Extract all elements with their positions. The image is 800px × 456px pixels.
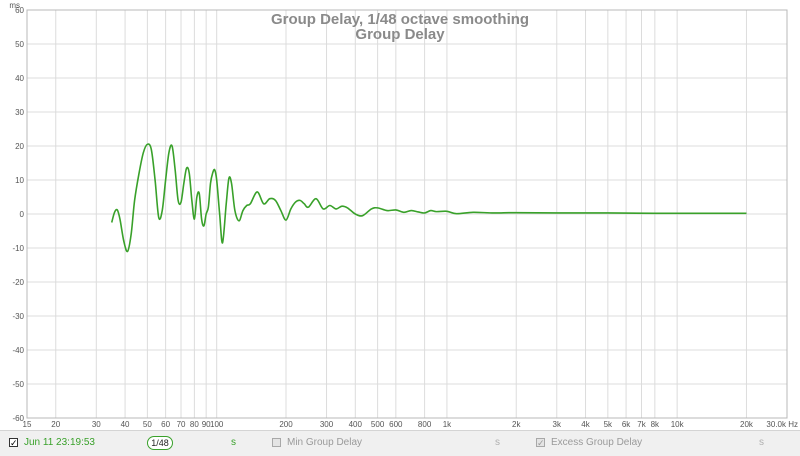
plot-background: [0, 0, 800, 430]
x-tick-label: 5k: [604, 420, 613, 429]
x-tick-label: 500: [371, 420, 385, 429]
x-tick-label: 8k: [651, 420, 660, 429]
x-tick-label: 4k: [581, 420, 590, 429]
excess-group-delay-checkbox[interactable]: ✓: [536, 438, 545, 448]
x-tick-label: 1k: [443, 420, 452, 429]
x-tick-label: 10k: [671, 420, 685, 429]
x-tick-label: 40: [121, 420, 130, 429]
y-axis-unit-label: ms: [9, 1, 20, 10]
x-tick-label: 400: [349, 420, 363, 429]
min-group-delay-unit: s: [495, 437, 500, 448]
min-group-delay-label[interactable]: Min Group Delay: [287, 437, 363, 448]
y-tick-label: 60: [15, 6, 24, 15]
x-tick-label: 100: [210, 420, 224, 429]
legend-bar: ✓ Jun 11 23:19:53 1/48 s Min Group Delay…: [0, 430, 800, 456]
y-tick-label: 20: [15, 142, 24, 151]
plot-frame: [26, 9, 788, 419]
x-tick-label: 60: [161, 420, 170, 429]
smoothing-numerator: 1: [151, 438, 157, 448]
measurement-checkbox[interactable]: ✓: [9, 438, 18, 448]
y-tick-label: 30: [15, 108, 24, 117]
x-tick-label: 20k: [740, 420, 754, 429]
x-tick-label: 15: [23, 420, 32, 429]
y-tick-label: -20: [12, 278, 24, 287]
x-tick-label: 300: [320, 420, 334, 429]
y-tick-label: -40: [12, 346, 24, 355]
x-axis-ticks: 15 20 30 40 50 60 70 80 90 100 200 300 400 500 600 800 1…: [23, 420, 798, 429]
y-tick-label: -60: [12, 414, 24, 423]
smoothing-indicator[interactable]: 1/48: [147, 436, 173, 450]
x-tick-label: 50: [143, 420, 152, 429]
y-tick-label: 10: [15, 176, 24, 185]
measurement-unit: s: [231, 437, 236, 448]
chart-subtitle: Group Delay: [355, 26, 445, 43]
excess-group-delay-label[interactable]: Excess Group Delay: [551, 437, 643, 448]
excess-group-delay-unit: s: [759, 437, 764, 448]
y-tick-label: 50: [15, 40, 24, 49]
y-tick-label: -30: [12, 312, 24, 321]
min-group-delay-checkbox[interactable]: [272, 438, 281, 447]
x-tick-label: 30.0k Hz: [766, 420, 798, 429]
y-tick-label: 0: [20, 210, 25, 219]
y-axis-ticks: 60 50 40 30 20 10 0 -10 -20 -30 -40 -50 -60: [12, 6, 24, 423]
x-tick-label: 600: [389, 420, 403, 429]
x-tick-label: 30: [92, 420, 101, 429]
y-tick-label: -10: [12, 244, 24, 253]
x-tick-label: 90: [202, 420, 211, 429]
x-tick-label: 20: [51, 420, 60, 429]
x-tick-label: 6k: [622, 420, 631, 429]
series-line-group-delay: [110, 143, 747, 253]
y-tick-label: 40: [15, 74, 24, 83]
x-tick-label: 3k: [553, 420, 562, 429]
x-tick-label: 800: [418, 420, 432, 429]
x-tick-label: 2k: [512, 420, 521, 429]
x-tick-label: 200: [279, 420, 293, 429]
x-tick-label: 7k: [637, 420, 646, 429]
x-tick-label: 80: [190, 420, 199, 429]
measurement-label[interactable]: Jun 11 23:19:53: [24, 437, 95, 448]
smoothing-denominator: 48: [158, 438, 169, 448]
chart-title: Group Delay, 1/48 octave smoothing: [271, 11, 529, 28]
y-tick-label: -50: [12, 380, 24, 389]
x-tick-label: 70: [177, 420, 186, 429]
